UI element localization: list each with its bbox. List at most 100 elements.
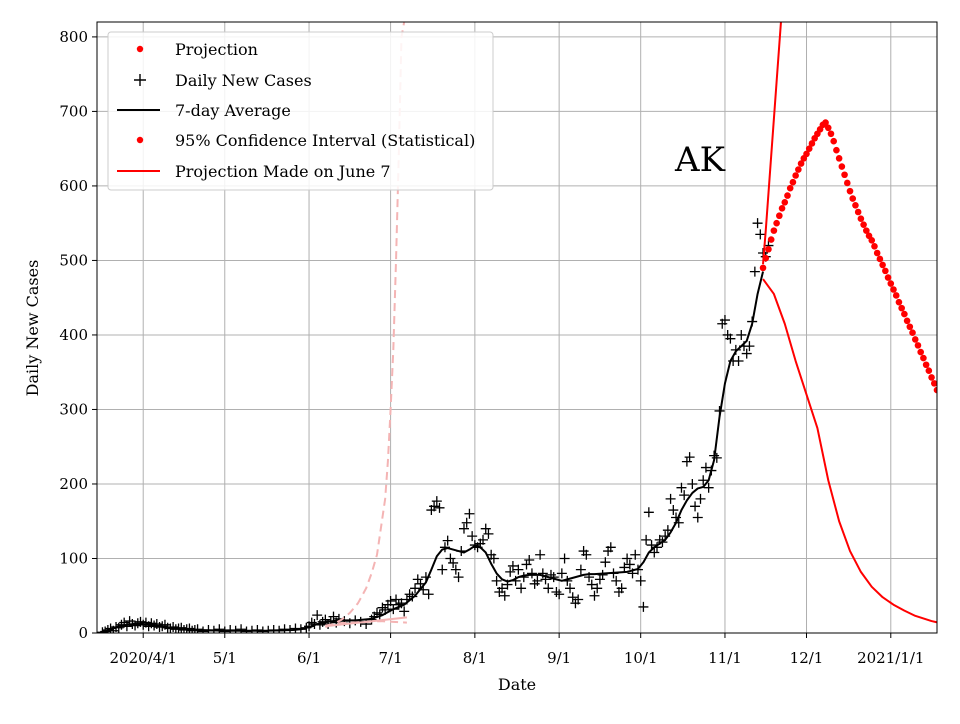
projection-dot [953,431,960,438]
projection-dot [841,171,848,179]
y-tick-label: 800 [59,28,88,46]
legend-entry-projection: Projection [136,40,258,59]
series-projection [759,119,960,438]
x-tick-label: 6/1 [297,649,321,667]
data-point-plus [429,501,440,512]
data-point-plus [611,575,622,586]
projection-dot [781,199,789,206]
data-point-plus [616,583,627,594]
data-point-plus [725,333,736,344]
y-tick-label: 200 [59,475,88,493]
legend-entry-daily-new-cases: Daily New Cases [134,71,312,90]
projection-dot [827,130,835,138]
data-point-plus [635,575,646,586]
projection-dot [928,374,935,381]
data-point-plus [755,229,766,240]
x-tick-label: 5/1 [213,649,237,667]
data-point-plus [328,611,339,622]
data-point-plus [524,554,535,565]
x-tick-label: 11/1 [708,649,742,667]
projection-dot [920,354,927,362]
data-point-plus [559,553,570,564]
projection-dot [822,119,829,126]
data-point-plus [385,595,396,606]
data-point-plus [589,590,600,601]
legend-marker-plus [134,74,146,86]
data-point-plus [565,583,576,594]
data-point-plus [458,523,469,534]
data-point-plus [744,341,755,352]
projection-dot [911,336,919,343]
projection-dot [909,329,916,337]
data-point-plus [752,218,763,229]
projection-dot [770,227,778,234]
data-point-plus [499,590,510,601]
projection-dot [767,236,775,243]
projection-dot [795,166,802,173]
projection-dot [914,342,922,349]
projection-dot [863,227,870,234]
data-point-plus [198,626,209,633]
projection-dot [778,204,786,212]
projection-dot [906,323,914,331]
data-point-plus [695,493,706,504]
data-point-plus [676,482,687,493]
data-point-plus [624,559,635,570]
legend-label: Projection Made on June 7 [175,162,391,181]
legend-entry-confidence-interval: 95% Confidence Interval (Statistical) [136,131,475,150]
legend-marker-dot [136,45,144,53]
data-point-plus [480,523,491,534]
data-point-plus [605,542,616,553]
data-point-plus [312,610,323,621]
series-projection-made-on-june-7 [325,22,406,628]
data-point-plus [641,534,652,545]
data-point-plus [733,356,744,367]
y-tick-label: 400 [59,326,88,344]
y-tick-label: 600 [59,177,88,195]
data-point-plus [431,496,442,507]
data-point-plus [592,583,603,594]
data-point-plus [741,348,752,359]
projection-dot [939,399,946,406]
data-point-plus [567,592,578,603]
projection-dot [892,292,900,299]
data-point-plus [410,583,421,594]
legend: Projection Daily New Cases 7-day Average… [107,31,494,191]
projection-dot [884,274,892,281]
data-point-plus [600,557,611,568]
data-point-plus [646,540,657,551]
data-point-plus [649,547,660,558]
data-point-plus [361,619,372,630]
x-axis-label: Date [498,675,536,694]
projection-dot [838,163,846,170]
x-tick-label: 9/1 [547,649,571,667]
projection-dot [901,310,908,318]
x-tick-label: 8/1 [463,649,487,667]
data-point-plus [537,568,548,579]
projection-dot [797,160,805,167]
data-point-plus [467,531,478,542]
projection-dot [803,150,810,158]
data-point-plus [665,493,676,504]
data-point-plus [507,560,518,571]
data-point-plus [442,535,453,546]
projection-dot [873,249,881,257]
data-point-plus [575,564,586,575]
projection-dot [879,261,886,269]
projection-dot [852,202,859,209]
projection-dot [942,405,949,412]
projection-dot [759,264,767,272]
series-line [762,22,782,265]
data-point-plus [692,512,703,523]
legend-marker-dot [136,136,144,144]
data-point-plus [679,490,690,501]
data-point-plus [488,553,499,564]
projection-dot [871,242,878,250]
projection-dot [933,386,937,394]
legend-label: 95% Confidence Interval (Statistical) [175,131,475,150]
series-95-confidence-interval-statistical [762,278,937,624]
y-axis-label: Daily New Cases [23,260,42,397]
projection-dot [846,187,854,195]
projection-dot [898,304,905,312]
data-point-plus [687,478,698,489]
